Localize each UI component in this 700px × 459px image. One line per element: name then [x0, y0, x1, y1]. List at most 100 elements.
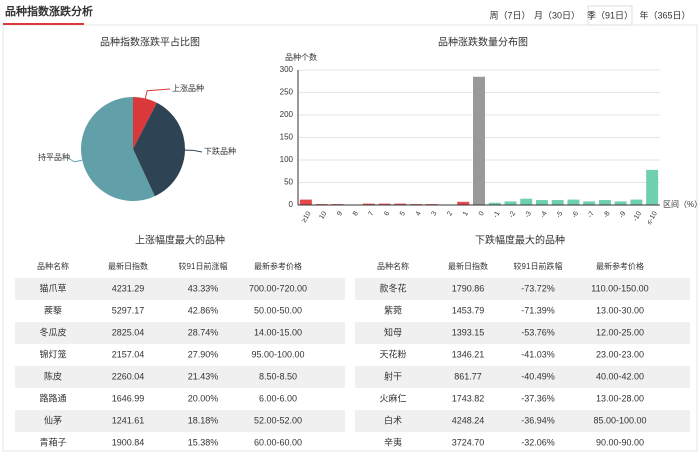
x-tick-label: -1 — [492, 210, 501, 219]
x-tick-label: -3 — [524, 210, 533, 219]
table-cell: 90.00-90.00 — [596, 437, 644, 447]
x-tick-label: -9 — [618, 210, 627, 219]
table-cell: 射干 — [384, 370, 402, 381]
x-tick-label: 0 — [478, 210, 486, 217]
bar — [615, 201, 627, 205]
x-tick-label: 8 — [352, 210, 360, 217]
table-cell: 紫菀 — [384, 304, 402, 315]
table-cell: 52.00-52.00 — [254, 415, 302, 425]
tab[interactable]: 年（365日） — [639, 9, 690, 20]
x-tick-label: -2 — [508, 210, 517, 219]
table-cell: 27.90% — [188, 349, 219, 359]
tab[interactable]: 月（30日） — [534, 10, 580, 20]
table-cell: 1900.84 — [112, 437, 145, 447]
table-cell: -73.72% — [521, 283, 555, 293]
table-cell: 21.43% — [188, 371, 219, 381]
x-tick-label: 10 — [318, 210, 328, 220]
table-cell: 1393.15 — [452, 327, 485, 337]
bar — [552, 200, 564, 205]
table-cell: 辛夷 — [384, 436, 402, 447]
column-header: 品种名称 — [37, 261, 69, 271]
bar — [646, 170, 658, 205]
x-tick-label: 4 — [415, 210, 423, 217]
tab[interactable]: 季（91日） — [587, 9, 633, 20]
table-cell: 4231.29 — [112, 283, 145, 293]
x-tick-label: 2 — [446, 210, 454, 217]
table-cell: 1346.21 — [452, 349, 485, 359]
table-cell: 60.00-60.00 — [254, 437, 302, 447]
x-tick-label: 1 — [462, 210, 470, 217]
table-cell: 18.18% — [188, 415, 219, 425]
table-cell: 仙茅 — [44, 414, 62, 425]
bar — [583, 201, 595, 205]
chart-title: 品种指数涨跌平占比图 — [100, 36, 200, 49]
table-cell: 知母 — [384, 326, 402, 337]
bar — [300, 200, 312, 205]
pie-label: 持平品种 — [38, 152, 70, 162]
table-cell: 陈皮 — [44, 370, 62, 381]
y-axis-label: 品种个数 — [285, 52, 317, 62]
table-cell: -37.36% — [521, 393, 555, 403]
table-cell: 95.00-100.00 — [251, 349, 304, 359]
column-header: 最新日指数 — [448, 261, 488, 271]
pie-label: 上涨品种 — [172, 83, 204, 93]
leader-line — [185, 150, 202, 152]
bar — [520, 199, 532, 205]
table-cell: 28.74% — [188, 327, 219, 337]
table-cell: 13.00-30.00 — [596, 305, 644, 315]
table-cell: 85.00-100.00 — [593, 415, 646, 425]
x-tick-label: ≤-10 — [646, 210, 659, 226]
table-cell: 4248.24 — [452, 415, 485, 425]
bar — [536, 200, 548, 205]
y-tick-label: 200 — [280, 110, 294, 119]
table-cell: -71.39% — [521, 305, 555, 315]
table-cell: 20.00% — [188, 393, 219, 403]
x-tick-label: ≥10 — [301, 210, 313, 224]
x-tick-label: 9 — [336, 210, 344, 217]
x-axis-label: 区间（%） — [663, 200, 700, 209]
table-cell: -32.06% — [521, 437, 555, 447]
table-cell: 2157.04 — [112, 349, 145, 359]
x-tick-label: -10 — [632, 210, 643, 222]
table-cell: 12.00-25.00 — [596, 327, 644, 337]
table-cell: 锦灯笼 — [39, 348, 66, 359]
bar — [504, 201, 516, 205]
table-cell: 5297.17 — [112, 305, 145, 315]
bar — [630, 200, 642, 205]
y-tick-label: 150 — [280, 133, 294, 142]
table-cell: -40.49% — [521, 371, 555, 381]
table-title: 下跌幅度最大的品种 — [475, 234, 565, 247]
table-cell: 白术 — [384, 414, 402, 425]
table-cell: 43.33% — [188, 283, 219, 293]
table-cell: 款冬花 — [379, 282, 406, 293]
table-cell: 42.86% — [188, 305, 219, 315]
table-cell: 13.00-28.00 — [596, 393, 644, 403]
pie-label: 下跌品种 — [204, 146, 236, 156]
column-header: 较91日前跌幅 — [514, 261, 563, 271]
table-cell: 2825.04 — [112, 327, 145, 337]
y-tick-label: 250 — [280, 88, 294, 97]
column-header: 最新日指数 — [108, 261, 148, 271]
tab[interactable]: 周（7日） — [489, 10, 530, 20]
table-cell: 3724.70 — [452, 437, 485, 447]
table-cell: 天花粉 — [379, 348, 406, 359]
table-cell: 23.00-23.00 — [596, 349, 644, 359]
x-tick-label: -8 — [603, 210, 612, 219]
x-tick-label: -4 — [540, 210, 549, 219]
table-title: 上涨幅度最大的品种 — [135, 234, 225, 247]
x-tick-label: 3 — [431, 210, 439, 217]
x-tick-label: -6 — [571, 210, 580, 219]
column-header: 较91日前涨幅 — [179, 261, 228, 271]
table-cell: 1453.79 — [452, 305, 485, 315]
table-cell: 2260.04 — [112, 371, 145, 381]
x-tick-label: -7 — [587, 210, 596, 219]
table-cell: 冬瓜皮 — [39, 326, 66, 337]
leader-line — [68, 158, 82, 162]
table-cell: 青葙子 — [39, 436, 66, 447]
x-tick-label: -5 — [555, 210, 564, 219]
table-cell: -36.94% — [521, 415, 555, 425]
page-title: 品种指数涨跌分析 — [5, 4, 93, 18]
table-cell: -53.76% — [521, 327, 555, 337]
table-cell: 8.50-8.50 — [259, 371, 297, 381]
